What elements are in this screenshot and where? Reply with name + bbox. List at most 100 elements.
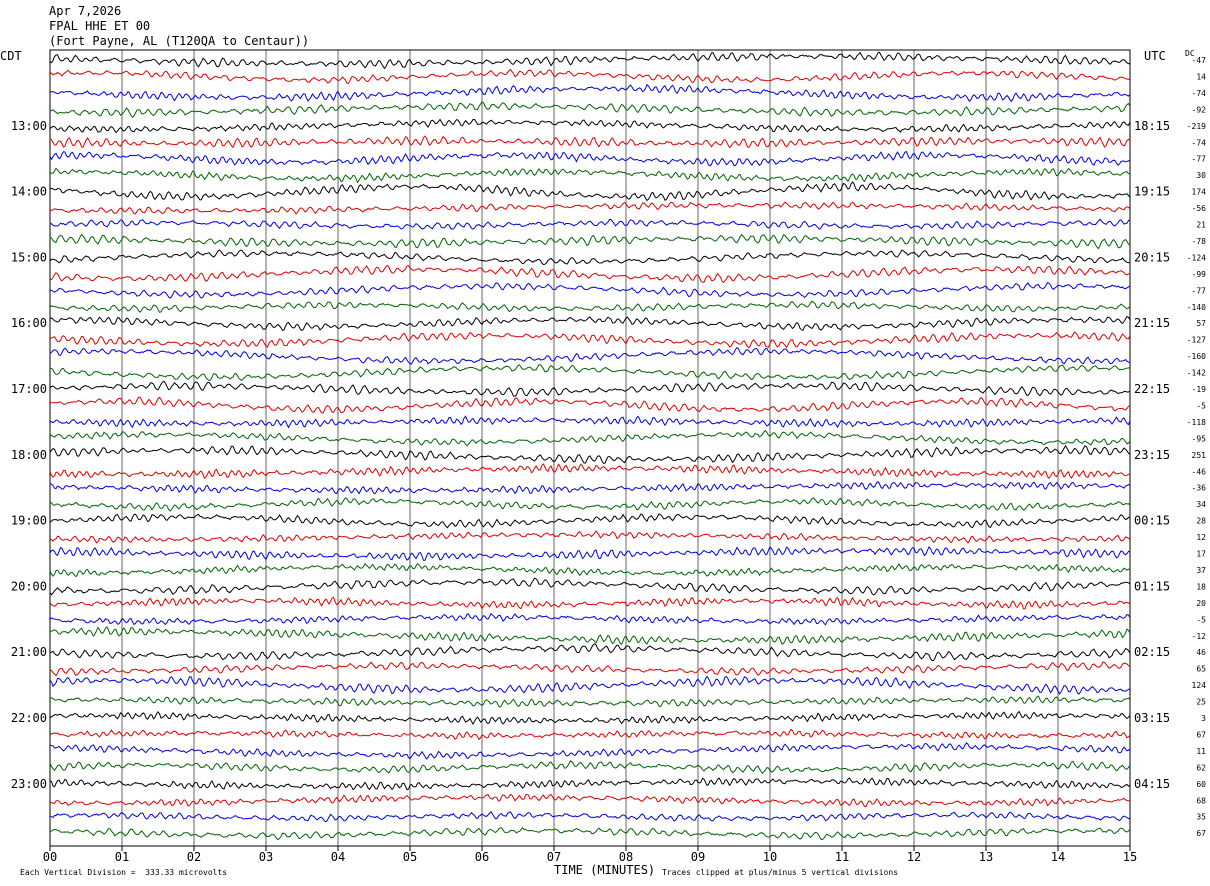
seismic-trace	[49, 167, 1131, 184]
dc-offset-value: -36	[1192, 484, 1207, 493]
x-tick-label: 12	[907, 850, 921, 864]
station-location: (Fort Payne, AL (T120QA to Centaur))	[49, 34, 310, 48]
x-tick-label: 01	[115, 850, 129, 864]
dc-offset-value: -5	[1196, 615, 1206, 624]
dc-offset-value: 67	[1196, 730, 1206, 739]
x-tick-label: 14	[1051, 850, 1065, 864]
seismic-trace	[49, 695, 1131, 708]
dc-offset-value: -5	[1196, 401, 1206, 410]
cdt-hour-label: 20:00	[11, 579, 47, 593]
seismic-trace	[49, 347, 1131, 365]
dc-offset-value: -142	[1187, 369, 1206, 378]
dc-offset-value: -12	[1192, 632, 1207, 641]
seismic-trace	[49, 777, 1131, 791]
seismic-trace	[49, 83, 1131, 103]
dc-offset-value: -46	[1192, 467, 1207, 476]
dc-offset-value: -92	[1192, 105, 1207, 114]
x-tick-label: 06	[475, 850, 489, 864]
right-axis-label: UTC	[1144, 49, 1166, 63]
dc-offset-value: 35	[1196, 813, 1206, 822]
clip-note: Traces clipped at plus/minus 5 vertical …	[662, 868, 899, 877]
seismic-trace	[49, 233, 1131, 250]
dc-offset-value: -140	[1187, 303, 1206, 312]
cdt-hour-label: 22:00	[11, 711, 47, 725]
x-tick-label: 08	[619, 850, 633, 864]
dc-offset-value: 25	[1196, 698, 1206, 707]
utc-hour-label: 21:15	[1134, 316, 1170, 330]
dc-offset-value: -118	[1187, 418, 1206, 427]
cdt-hour-label: 16:00	[11, 316, 47, 330]
dc-offset-value: 251	[1192, 451, 1207, 460]
dc-offset-value: 124	[1192, 681, 1207, 690]
seismic-trace	[49, 497, 1131, 512]
seismic-trace	[49, 68, 1131, 84]
cdt-hour-label: 21:00	[11, 645, 47, 659]
cdt-hour-label: 23:00	[11, 777, 47, 791]
utc-hour-label: 19:15	[1134, 185, 1170, 199]
dc-offset-value: -56	[1192, 204, 1207, 213]
seismic-trace	[49, 562, 1131, 578]
dc-offset-value: 11	[1196, 747, 1206, 756]
dc-offset-value: 18	[1196, 582, 1206, 591]
dc-offset-value: 67	[1196, 829, 1206, 838]
seismic-trace	[49, 101, 1131, 119]
seismic-trace	[49, 710, 1131, 726]
dc-offset-value: 60	[1196, 780, 1206, 789]
dc-offset-value: -74	[1192, 89, 1207, 98]
plot-frame	[49, 49, 1131, 847]
utc-hour-label: 22:15	[1134, 382, 1170, 396]
plot-date: Apr 7,2026	[49, 4, 122, 18]
dc-offset-value: 28	[1196, 517, 1206, 526]
dc-offset-value: -99	[1192, 270, 1207, 279]
dc-offset-value: 12	[1196, 533, 1206, 542]
x-tick-label: 02	[187, 850, 201, 864]
seismic-trace	[49, 626, 1131, 646]
cdt-hour-label: 17:00	[11, 382, 47, 396]
dc-offset-value: 34	[1196, 500, 1206, 509]
seismic-trace	[49, 118, 1131, 134]
dc-offset-value: 21	[1196, 221, 1206, 230]
dc-offset-value: 20	[1196, 599, 1206, 608]
utc-hour-label: 20:15	[1134, 250, 1170, 264]
x-axis-label: TIME (MINUTES)	[554, 863, 656, 877]
seismic-trace	[49, 480, 1131, 495]
x-tick-label: 05	[403, 850, 417, 864]
dc-offset-value: -219	[1187, 122, 1206, 131]
left-axis-label: CDT	[0, 49, 22, 63]
seismic-trace	[49, 218, 1131, 230]
utc-hour-label: 02:15	[1134, 645, 1170, 659]
seismic-trace	[49, 135, 1131, 149]
dc-offset-value: -77	[1192, 155, 1207, 164]
dc-offset-value: -127	[1187, 336, 1206, 345]
utc-hour-label: 00:15	[1134, 514, 1170, 528]
x-tick-label: 10	[763, 850, 777, 864]
seismic-trace	[49, 596, 1131, 610]
seismic-trace	[49, 810, 1130, 823]
seismic-trace	[49, 181, 1131, 202]
seismic-trace	[49, 827, 1131, 841]
seismic-trace	[49, 51, 1131, 70]
utc-hour-label: 01:15	[1134, 579, 1170, 593]
scale-note: Each Vertical Division = 333.33 microvol…	[20, 868, 228, 877]
seismic-trace	[49, 463, 1131, 480]
dc-offset-value: -47	[1192, 56, 1207, 65]
seismic-trace	[49, 742, 1131, 760]
utc-hour-label: 23:15	[1134, 448, 1170, 462]
seismic-trace	[49, 577, 1131, 596]
dc-offset-value: 14	[1196, 72, 1206, 81]
dc-offset-value: -95	[1192, 434, 1207, 443]
x-tick-label: 15	[1123, 850, 1137, 864]
dc-offset-value: -77	[1192, 286, 1207, 295]
seismic-trace	[49, 760, 1131, 775]
cdt-hour-label: 18:00	[11, 448, 47, 462]
station-code: FPAL HHE ET 00	[49, 19, 151, 33]
dc-offset-value: 65	[1196, 665, 1206, 674]
seismic-trace	[49, 675, 1131, 695]
dc-offset-value: -124	[1187, 253, 1206, 262]
seismic-trace	[49, 264, 1130, 284]
x-tick-label: 07	[547, 850, 561, 864]
dc-offset-value: 57	[1196, 319, 1206, 328]
seismic-trace	[49, 728, 1131, 741]
seismic-trace	[49, 396, 1131, 414]
utc-hour-label: 18:15	[1134, 119, 1170, 133]
